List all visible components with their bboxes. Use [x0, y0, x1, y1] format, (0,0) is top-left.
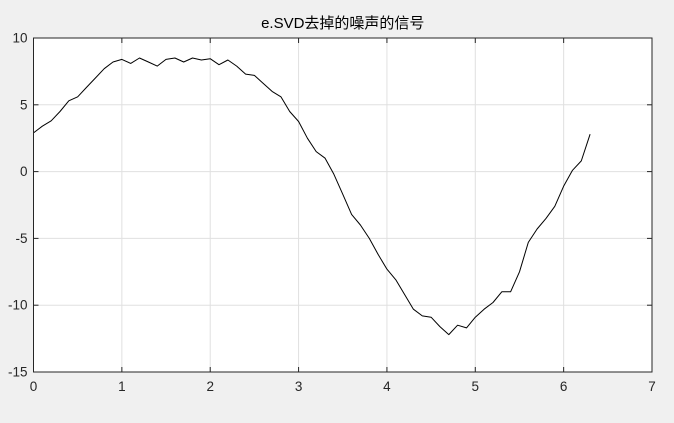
y-tick-label: 5 — [20, 97, 28, 112]
x-tick-label: 4 — [383, 379, 391, 394]
x-tick-label: 3 — [295, 379, 303, 394]
x-tick-label: 6 — [560, 379, 568, 394]
y-tick-label: 0 — [20, 164, 28, 179]
x-tick-label: 2 — [206, 379, 214, 394]
x-tick-label: 0 — [30, 379, 38, 394]
y-tick-label: -15 — [8, 365, 28, 380]
chart-title: e.SVD去掉的噪声的信号 — [261, 14, 424, 32]
x-tick-label: 7 — [648, 379, 656, 394]
y-tick-label: -5 — [15, 231, 27, 246]
plot-background — [33, 38, 652, 372]
x-tick-label: 5 — [472, 379, 480, 394]
y-tick-label: 10 — [12, 31, 27, 46]
y-tick-label: -10 — [8, 298, 28, 313]
signal-line — [33, 57, 591, 336]
axes-border — [33, 37, 653, 373]
x-tick-label: 1 — [118, 379, 126, 394]
